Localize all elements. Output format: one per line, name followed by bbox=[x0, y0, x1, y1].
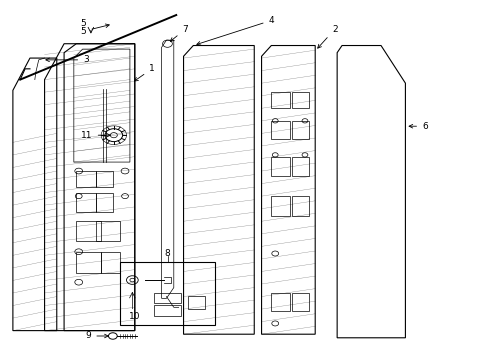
Text: 8: 8 bbox=[164, 249, 170, 258]
Bar bbox=[76, 221, 101, 241]
Bar bbox=[76, 193, 96, 212]
Bar bbox=[271, 157, 289, 176]
Text: 4: 4 bbox=[197, 16, 274, 45]
Bar bbox=[96, 193, 113, 212]
Text: 10: 10 bbox=[129, 312, 140, 321]
Bar bbox=[96, 171, 113, 187]
Bar bbox=[291, 92, 308, 108]
Bar bbox=[271, 92, 289, 108]
Text: 2: 2 bbox=[317, 25, 337, 48]
Bar bbox=[188, 296, 205, 309]
Bar bbox=[291, 157, 308, 176]
Bar bbox=[291, 121, 308, 139]
Bar bbox=[291, 196, 308, 216]
Bar bbox=[154, 305, 181, 316]
Bar bbox=[271, 293, 289, 311]
Text: 5: 5 bbox=[81, 24, 109, 36]
Text: 1: 1 bbox=[134, 64, 154, 81]
Bar bbox=[154, 293, 181, 303]
Text: 6: 6 bbox=[408, 122, 427, 131]
Bar bbox=[271, 196, 289, 216]
Text: 7: 7 bbox=[170, 25, 187, 41]
Bar bbox=[291, 293, 308, 311]
Text: 3: 3 bbox=[46, 55, 89, 64]
Text: 5: 5 bbox=[81, 19, 86, 28]
Bar bbox=[76, 171, 96, 187]
Bar bbox=[96, 221, 120, 241]
Bar bbox=[101, 252, 120, 273]
Bar bbox=[120, 262, 215, 325]
Text: 9: 9 bbox=[85, 332, 108, 341]
Bar bbox=[76, 252, 101, 273]
Text: 11: 11 bbox=[81, 131, 110, 140]
Bar bbox=[271, 121, 289, 139]
